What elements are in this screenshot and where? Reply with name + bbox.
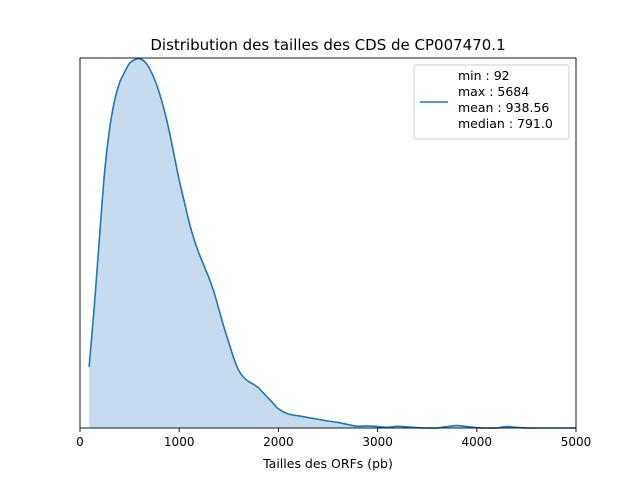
- x-tick-label: 4000: [462, 435, 493, 449]
- x-axis-label: Tailles des ORFs (pb): [262, 456, 393, 471]
- legend: min : 92 max : 5684 mean : 938.56 median…: [413, 64, 570, 140]
- legend-entry-min: min : 92: [458, 68, 510, 83]
- x-tick-label: 3000: [362, 435, 393, 449]
- density-curve-line: [88, 57, 576, 429]
- x-tick-label: 2000: [263, 435, 294, 449]
- x-tick-label: 5000: [561, 435, 592, 449]
- axes-frame: [79, 57, 577, 429]
- legend-entry-median: median : 791.0: [458, 116, 553, 131]
- legend-entry-max: max : 5684: [458, 84, 529, 99]
- legend-box: [413, 64, 570, 140]
- x-tick-label: 0: [76, 435, 84, 449]
- x-axis-ticks: 0 1000 2000 3000 4000 5000: [76, 428, 591, 449]
- density-area-fill: [89, 58, 576, 429]
- x-tick-label: 1000: [164, 435, 195, 449]
- plot-area: [79, 57, 577, 429]
- legend-entry-mean: mean : 938.56: [458, 100, 549, 115]
- chart-title: Distribution des tailles des CDS de CP00…: [150, 36, 505, 54]
